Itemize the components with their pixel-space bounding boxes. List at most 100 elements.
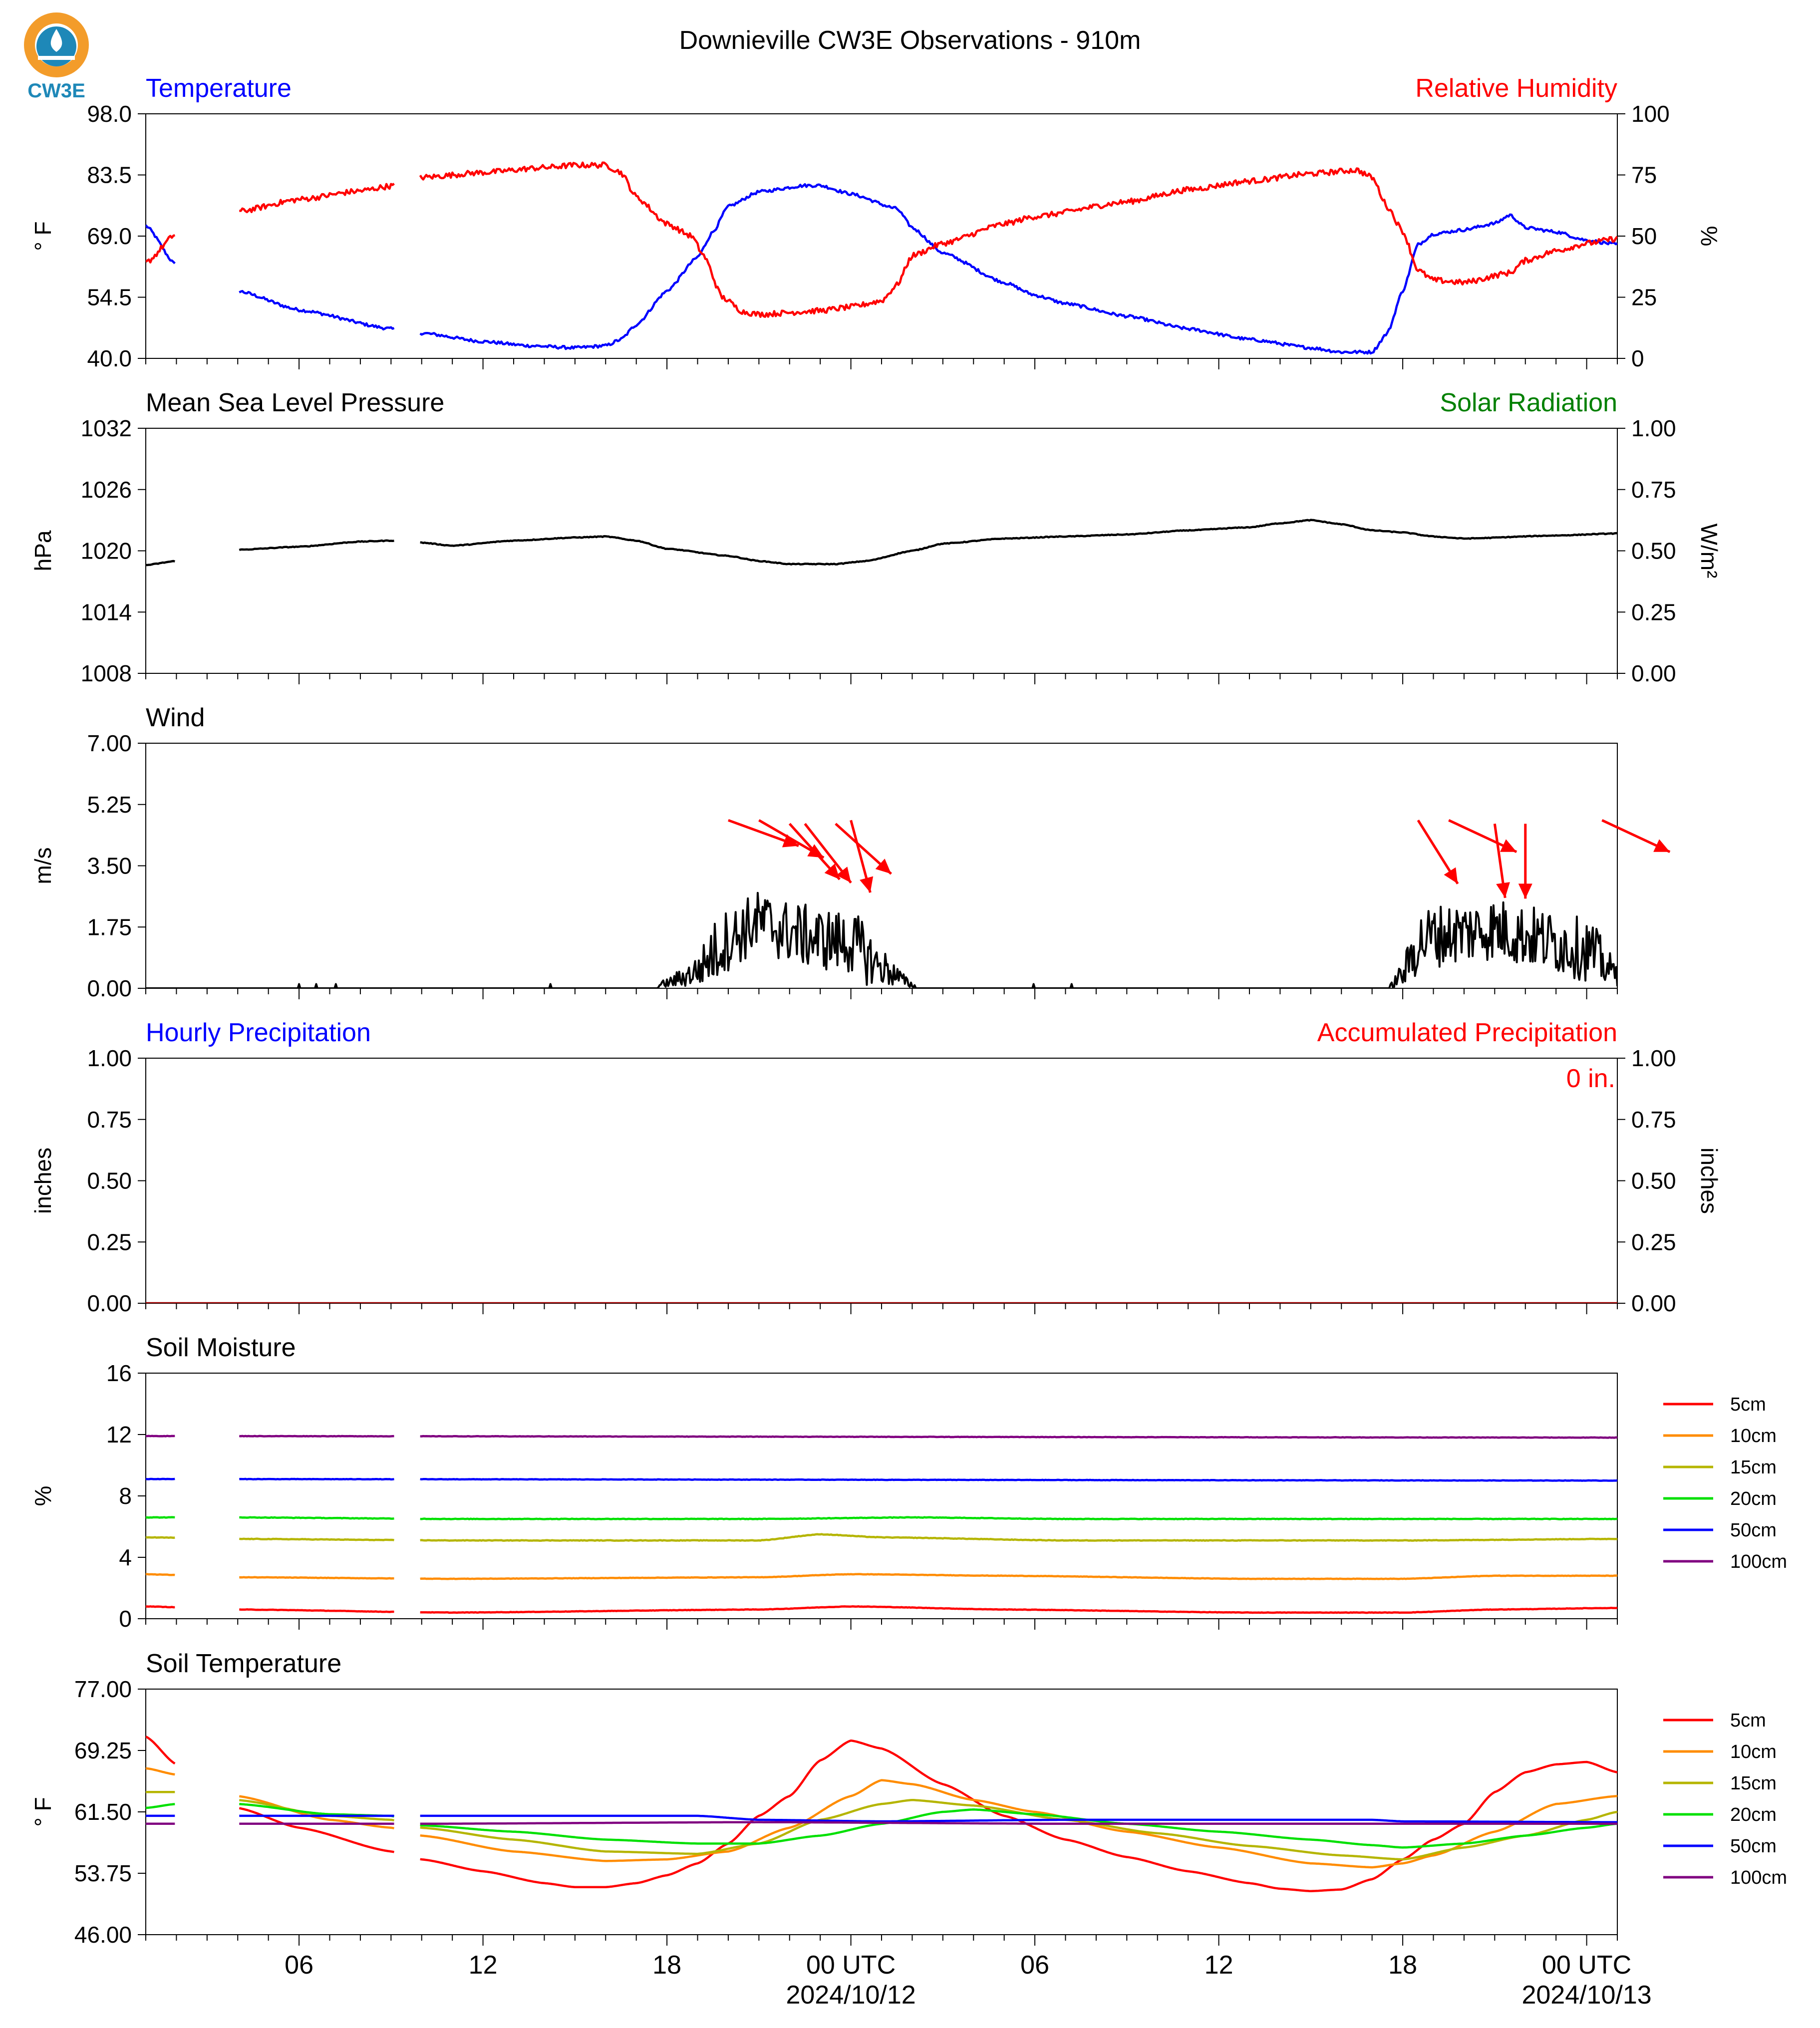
y-tick-label-left: 53.75 [74, 1860, 132, 1886]
y-tick-label-right: 50 [1631, 223, 1657, 249]
x-tick-label: 00 UTC [1542, 1951, 1631, 1980]
x-date-label: 2024/10/13 [1521, 1981, 1651, 2010]
panel-title-right: Accumulated Precipitation [1317, 1018, 1617, 1047]
y-tick-label-left: 1020 [81, 538, 132, 564]
y-tick-label-right: 0.25 [1631, 1229, 1676, 1255]
y-axis-label-left: ° F [30, 221, 56, 251]
series-line-left [146, 519, 1617, 567]
y-tick-label-left: 0 [119, 1606, 132, 1632]
legend-label: 50cm [1730, 1520, 1777, 1541]
legend-label: 5cm [1730, 1710, 1766, 1731]
wind-arrow-head [1518, 883, 1532, 899]
panels: 40.0 54.5 69.0 83.5 98.0 0 25 50 75 100 Temperatur… [30, 74, 1787, 1948]
wind-arrow [804, 823, 852, 884]
y-tick-label-left: 1014 [81, 599, 132, 625]
panel-frame [145, 1689, 1618, 1935]
y-tick-label-left: 4 [119, 1544, 132, 1570]
x-tick-label: 00 UTC [806, 1951, 896, 1980]
panel-title-left: Soil Moisture [146, 1333, 296, 1362]
y-axis-label-left: hPa [30, 530, 56, 571]
legend-label: 50cm [1730, 1836, 1777, 1857]
y-tick-label-left: 7.00 [87, 730, 132, 756]
y-tick-label-right: 0.50 [1631, 538, 1676, 564]
legend-label: 100cm [1730, 1867, 1787, 1888]
wind-arrow [728, 819, 799, 848]
wind-arrow [1601, 819, 1671, 853]
series-line-5cm [146, 1605, 1617, 1614]
y-tick-label-right: 0.00 [1631, 660, 1676, 686]
y-tick-label-left: 8 [119, 1483, 132, 1509]
series-line-100cm [146, 1435, 1617, 1439]
y-tick-label-left: 0.00 [87, 975, 132, 1001]
panel-title-left: Hourly Precipitation [146, 1018, 371, 1047]
panel-frame [145, 1058, 1618, 1304]
panel-title-right: Solar Radiation [1440, 388, 1617, 417]
legend-label: 20cm [1730, 1488, 1777, 1509]
y-tick-label-left: 1026 [81, 477, 132, 503]
wind-arrow-head [860, 876, 874, 893]
y-tick-label-left: 0.25 [87, 1229, 132, 1255]
legend-label: 10cm [1730, 1741, 1777, 1762]
panel-frame [145, 428, 1618, 674]
panel-soil_moisture: 0 4 8 12 16 Soil Moisture% 5cm 10cm 15cm 20cm 50cm… [30, 1333, 1787, 1632]
logo-wave [38, 56, 75, 60]
series-line-15cm [146, 1533, 1617, 1542]
y-axis-label-left: inches [30, 1148, 56, 1214]
series-line-10cm [146, 1767, 1617, 1869]
x-tick-label: 18 [1388, 1951, 1417, 1980]
panel-title-left: Mean Sea Level Pressure [146, 388, 444, 417]
y-tick-label-right: 0.75 [1631, 1107, 1676, 1133]
wind-arrow-head [1444, 867, 1458, 884]
panel-frame [145, 113, 1618, 359]
wind-arrow-head [1496, 882, 1510, 898]
wind-arrow-head [875, 859, 892, 874]
x-tick-label: 18 [652, 1951, 681, 1980]
x-tick-label: 12 [469, 1951, 498, 1980]
y-axis-label-right: inches [1696, 1148, 1722, 1214]
panel-title-left: Soil Temperature [146, 1649, 341, 1678]
wind-arrow-head [1500, 839, 1517, 852]
logo-text: CW3E [27, 80, 85, 102]
y-tick-label-right: 1.00 [1631, 1045, 1676, 1071]
water-drop-icon [50, 29, 62, 52]
wind-arrow [1518, 824, 1532, 899]
series-line-left [146, 183, 1617, 355]
y-tick-label-left: 54.5 [87, 285, 132, 310]
x-tick-label: 12 [1205, 1951, 1233, 1980]
y-tick-label-right: 1.00 [1631, 415, 1676, 441]
y-tick-label-left: 69.0 [87, 223, 132, 249]
panel-title-left: Temperature [146, 74, 292, 103]
y-axis-label-left: m/s [30, 847, 56, 884]
panel-title-left: Wind [146, 703, 205, 732]
y-tick-label-left: 0.00 [87, 1290, 132, 1316]
legend-label: 20cm [1730, 1804, 1777, 1825]
accumulated-total: 0 in. [1566, 1064, 1615, 1093]
panel-precip: 0.00 0.25 0.50 0.75 1.00 0.00 0.25 0.50 0.75 1.00… [30, 1018, 1722, 1316]
panel-soil_temp: 46.00 53.75 61.50 69.25 77.00 Soil Temperatur… [30, 1649, 1787, 1948]
y-tick-label-left: 16 [106, 1360, 132, 1386]
wind-arrow [835, 823, 893, 875]
legend-label: 100cm [1730, 1551, 1787, 1572]
legend-label: 5cm [1730, 1394, 1766, 1415]
chart-title: Downieville CW3E Observations - 910m [679, 26, 1141, 55]
series-line-50cm [146, 1477, 1617, 1482]
y-tick-label-left: 5.25 [87, 792, 132, 818]
y-tick-label-left: 0.50 [87, 1168, 132, 1194]
wind-arrow [1448, 819, 1517, 853]
panel-pressure: 1008 1014 1020 1026 1032 0.00 0.25 0.50 0.75 1.00… [30, 388, 1722, 686]
y-tick-label-right: 0.00 [1631, 1290, 1676, 1316]
y-tick-label-left: 98.0 [87, 101, 132, 127]
x-tick-label: 06 [285, 1951, 313, 1980]
y-tick-label-left: 0.75 [87, 1107, 132, 1133]
cw3e-logo: CW3E [24, 12, 89, 102]
legend-label: 10cm [1730, 1426, 1777, 1447]
y-tick-label-left: 83.5 [87, 162, 132, 188]
y-tick-label-right: 100 [1631, 101, 1670, 127]
y-tick-label-left: 1032 [81, 415, 132, 441]
y-tick-label-right: 0.25 [1631, 599, 1676, 625]
y-tick-label-right: 0 [1631, 345, 1644, 371]
panel-frame [145, 1373, 1618, 1619]
legend-label: 15cm [1730, 1773, 1777, 1794]
panel-title-right: Relative Humidity [1415, 74, 1617, 103]
